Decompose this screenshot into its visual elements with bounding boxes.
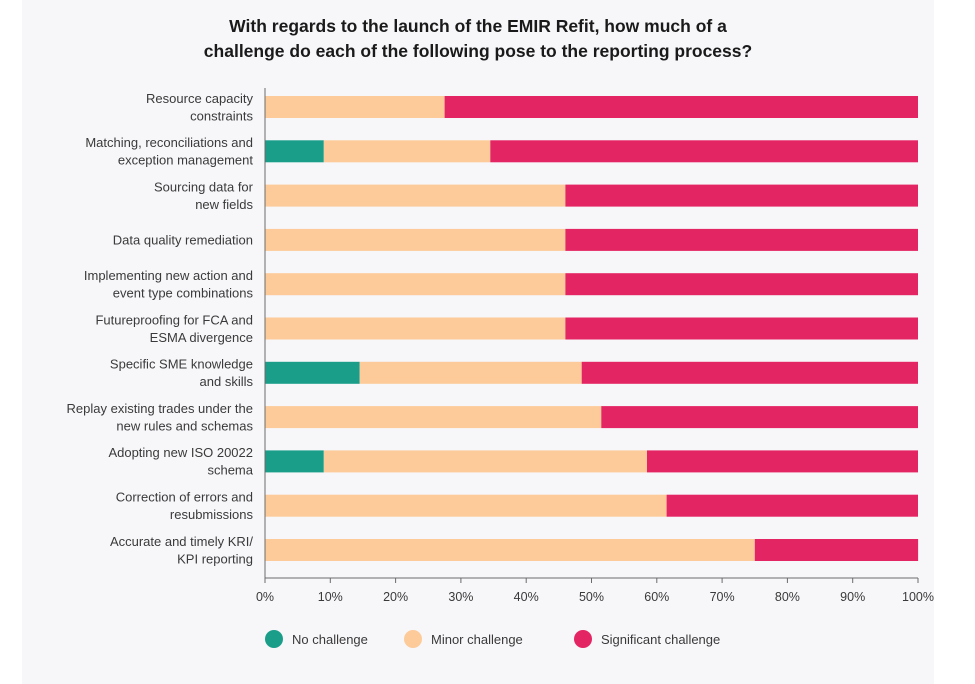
category-label: Data quality remediation xyxy=(113,232,253,247)
bar-segment-minor-challenge xyxy=(265,317,566,340)
category-label: Matching, reconciliations and exception m… xyxy=(85,135,253,168)
bar-segment-significant-challenge xyxy=(565,228,918,251)
x-tick-label: 100% xyxy=(902,590,934,604)
bar-segment-no-challenge xyxy=(265,361,360,384)
bar-segment-minor-challenge xyxy=(265,539,755,561)
bar-segment-significant-challenge xyxy=(754,539,919,561)
bar-segment-significant-challenge xyxy=(444,96,918,118)
bar-segment-minor-challenge xyxy=(265,228,566,251)
category-label: Implementing new action and event type co… xyxy=(84,268,254,301)
bar-segment-minor-challenge xyxy=(359,361,582,384)
x-tick-label: 10% xyxy=(318,590,343,604)
bar-segment-minor-challenge xyxy=(323,140,491,163)
legend-swatch-significant-challenge xyxy=(574,630,592,648)
x-tick-label: 40% xyxy=(514,590,539,604)
legend-label-no-challenge: No challenge xyxy=(292,631,368,647)
legend-item-minor-challenge: Minor challenge xyxy=(404,630,523,648)
legend-label-significant-challenge: Significant challenge xyxy=(601,631,721,647)
legend-label-minor-challenge: Minor challenge xyxy=(431,631,523,647)
chart-legend: No challenge Minor challenge Significant… xyxy=(0,630,975,654)
bar-segment-significant-challenge xyxy=(565,184,918,207)
chart-title-line-2: challenge do each of the following pose … xyxy=(203,41,753,61)
bar-segment-minor-challenge xyxy=(265,184,566,207)
legend-swatch-no-challenge xyxy=(265,630,283,648)
bar-segment-significant-challenge xyxy=(601,406,918,429)
x-tick-label: 80% xyxy=(775,590,800,604)
x-tick-label: 20% xyxy=(383,590,408,604)
legend-swatch-minor-challenge xyxy=(404,630,422,648)
x-tick-label: 60% xyxy=(644,590,669,604)
x-tick-label: 90% xyxy=(840,590,865,604)
category-label: Accurate and timely KRI/KPI reporting xyxy=(110,534,253,567)
bar-segment-minor-challenge xyxy=(265,494,667,517)
bar-segment-significant-challenge xyxy=(490,140,918,163)
bar-segment-significant-challenge xyxy=(647,450,918,473)
category-label: Specific SME knowledge and skills xyxy=(110,357,254,390)
x-tick-label: 70% xyxy=(710,590,735,604)
x-tick-label: 30% xyxy=(448,590,473,604)
bar-segment-minor-challenge xyxy=(265,406,602,429)
chart-title: With regards to the launch of the EMIR R… xyxy=(22,14,934,64)
category-label: Sourcing data for new fields xyxy=(154,179,254,212)
x-tick-label: 50% xyxy=(579,590,604,604)
legend-item-significant-challenge: Significant challenge xyxy=(574,630,720,648)
bar-segment-minor-challenge xyxy=(265,273,566,296)
category-label: Correction of errors and resubmissions xyxy=(116,489,254,522)
category-label: Resource capacity constraints xyxy=(146,91,253,124)
bar-segment-significant-challenge xyxy=(565,317,918,340)
bar-segment-significant-challenge xyxy=(581,361,918,384)
bar-segment-minor-challenge xyxy=(323,450,647,473)
category-label: Replay existing trades under the new rule… xyxy=(67,401,254,434)
category-label: Adopting new ISO 20022 schema xyxy=(108,445,253,478)
category-label: Futureproofing for FCA and ESMA divergenc… xyxy=(95,312,253,345)
legend-item-no-challenge: No challenge xyxy=(265,630,368,648)
bar-segment-significant-challenge xyxy=(666,494,918,517)
bar-segment-minor-challenge xyxy=(265,96,445,118)
bar-segment-no-challenge xyxy=(265,450,324,473)
chart-title-line-1: With regards to the launch of the EMIR R… xyxy=(229,16,727,36)
bar-segment-no-challenge xyxy=(265,140,324,163)
x-tick-label: 0% xyxy=(256,590,274,604)
bar-segment-significant-challenge xyxy=(565,273,918,296)
